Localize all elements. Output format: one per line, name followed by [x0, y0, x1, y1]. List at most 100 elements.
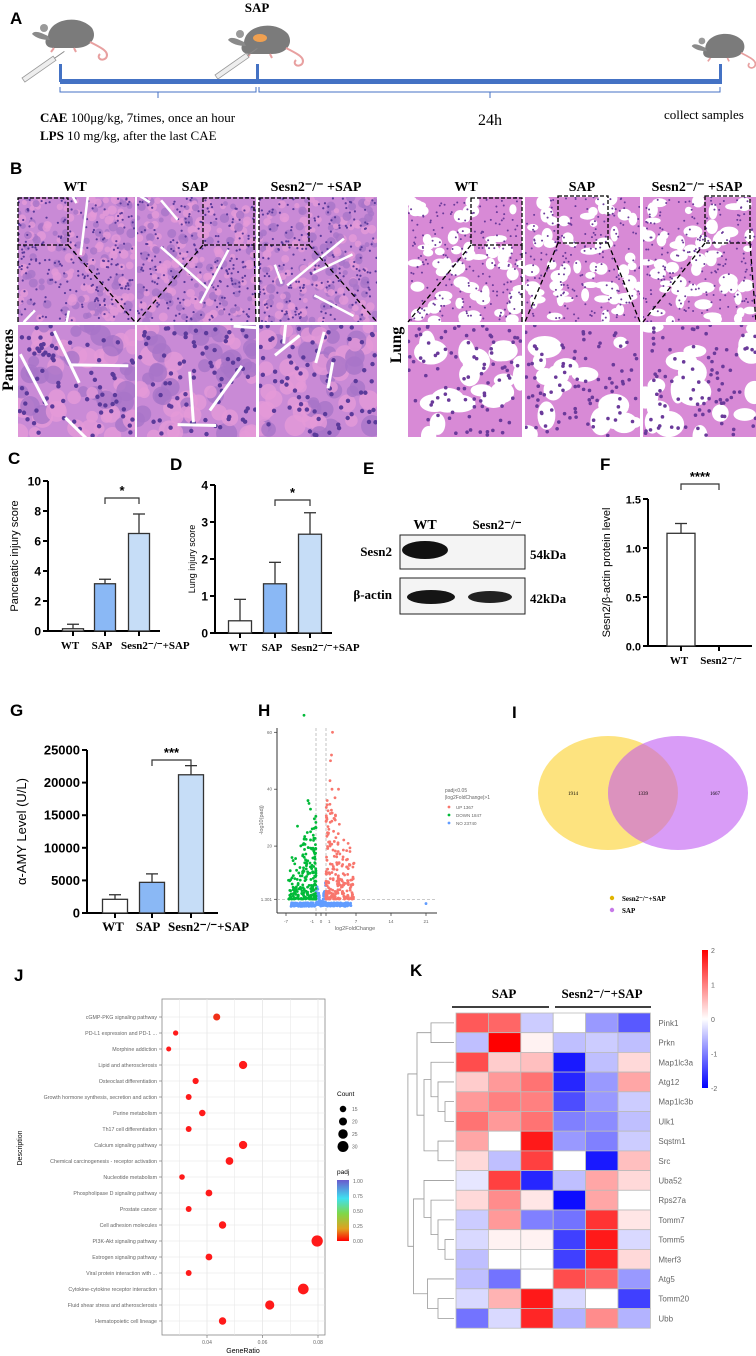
acinar-cell	[354, 240, 362, 248]
alveolus	[622, 274, 637, 291]
nucleus	[502, 217, 505, 220]
nucleus	[338, 405, 344, 410]
alveolus	[442, 394, 476, 413]
nucleus	[656, 310, 659, 313]
nucleus	[531, 271, 534, 274]
x-tick-label: WT	[102, 919, 124, 934]
volcano-point-up	[351, 893, 354, 897]
nucleus	[742, 257, 745, 260]
nucleus	[549, 199, 552, 202]
nucleus	[241, 261, 244, 264]
nucleus	[691, 215, 694, 218]
timeline-tick-start	[59, 64, 62, 82]
nucleus	[567, 260, 570, 263]
alveolus	[447, 230, 459, 245]
nucleus	[478, 399, 483, 403]
nucleus	[193, 244, 196, 247]
nucleus	[618, 209, 621, 212]
panel-label-b: B	[10, 159, 22, 178]
nucleus	[181, 359, 187, 364]
nucleus	[508, 300, 511, 303]
nucleus	[22, 218, 25, 222]
nucleus	[244, 334, 249, 339]
nucleus	[500, 199, 503, 202]
acinar-cell	[252, 300, 256, 306]
nucleus	[741, 333, 745, 338]
nucleus	[49, 331, 55, 337]
nucleus	[232, 292, 235, 295]
nucleus	[722, 264, 725, 267]
nucleus	[735, 247, 738, 250]
nucleus	[546, 234, 549, 237]
dot-6	[199, 1109, 206, 1117]
acinar-cell	[67, 390, 81, 405]
nucleus	[499, 314, 502, 317]
volcano-point-up	[342, 881, 346, 885]
nucleus	[450, 410, 455, 415]
nucleus	[605, 284, 608, 287]
nucleus	[86, 262, 89, 266]
nucleus	[270, 336, 275, 341]
count-legend-dot	[338, 1129, 348, 1139]
acinar-cell	[90, 309, 95, 315]
nucleus	[345, 206, 348, 210]
x-tick-label: WT	[670, 655, 689, 667]
nucleus	[203, 282, 207, 285]
acinar-cell	[278, 265, 284, 271]
nucleus	[103, 403, 108, 408]
volcano-point-up	[329, 896, 332, 900]
nucleus	[350, 201, 353, 204]
nucleus	[238, 290, 241, 293]
nucleus	[561, 388, 565, 393]
nucleus	[70, 319, 73, 322]
nucleus	[714, 203, 717, 206]
nucleus	[611, 362, 616, 367]
nucleus	[285, 240, 288, 243]
heatmap-cell	[520, 1071, 554, 1093]
nucleus	[753, 416, 756, 421]
nucleus	[505, 368, 510, 373]
tissue-gap	[208, 365, 244, 412]
nucleus	[443, 304, 446, 307]
volcano-point-down	[290, 856, 294, 859]
acinar-cell	[267, 315, 276, 322]
acinar-cell	[48, 389, 66, 407]
nucleus	[593, 311, 596, 314]
nucleus	[669, 276, 672, 279]
alveolus	[613, 336, 628, 349]
volcano-point-down	[305, 875, 308, 878]
nucleus	[302, 286, 305, 289]
nucleus	[573, 406, 577, 411]
nucleus	[670, 303, 673, 306]
acinar-cell	[137, 412, 145, 428]
volcano-point-up	[334, 892, 337, 896]
y-tick-label: 1.5	[626, 495, 641, 507]
nucleus	[123, 302, 126, 305]
volcano-point-down	[314, 870, 318, 873]
nucleus	[287, 240, 290, 243]
dendrogram-branch	[430, 1061, 454, 1098]
nucleus	[651, 336, 656, 341]
nucleus	[637, 218, 640, 221]
nucleus	[95, 238, 98, 241]
nucleus	[63, 218, 67, 221]
legend-entry: Sesn2⁻/⁻+SAP	[622, 895, 666, 903]
nucleus	[50, 278, 54, 281]
volcano-point-down	[307, 802, 311, 805]
nucleus	[590, 236, 593, 239]
nucleus	[435, 211, 438, 214]
gene-label: Atg5	[658, 1275, 675, 1284]
nucleus	[228, 267, 231, 271]
zoom-guide-line	[407, 244, 472, 323]
nucleus	[312, 409, 317, 414]
nucleus	[26, 207, 29, 211]
nucleus	[753, 350, 756, 355]
nucleus	[142, 286, 145, 289]
nucleus	[623, 207, 626, 210]
nucleus	[611, 212, 614, 215]
legend-marker	[447, 821, 451, 825]
nucleus	[194, 297, 197, 301]
lung-overview-sesn2-sap	[643, 197, 756, 322]
heatmap-cell	[455, 1209, 489, 1231]
nucleus	[226, 213, 229, 216]
